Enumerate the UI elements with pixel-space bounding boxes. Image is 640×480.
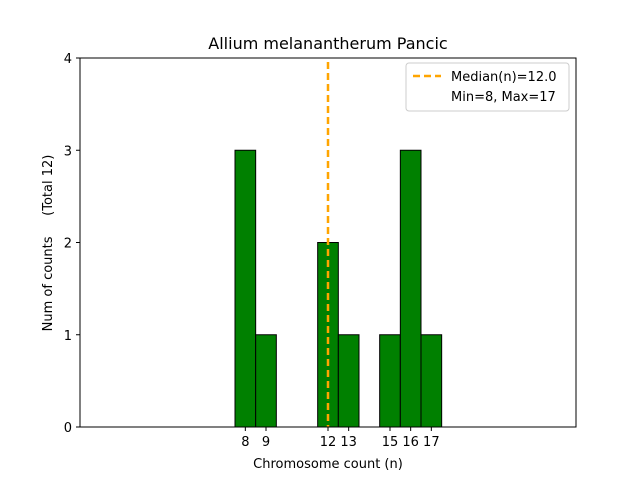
bar-17 [420, 334, 443, 428]
x-tick-label: 17 [423, 435, 440, 450]
bar-12 [317, 242, 339, 428]
bar-8 [234, 149, 257, 428]
bars-group [234, 149, 443, 428]
bar-16 [399, 149, 422, 428]
x-tick-label: 15 [382, 435, 399, 450]
x-tick-label: 16 [402, 435, 419, 450]
legend-range-label: Min=8, Max=17 [451, 90, 556, 105]
legend-box [405, 62, 570, 112]
x-axis-label: Chromosome count (n) [253, 457, 403, 472]
plot-frame [79, 57, 577, 428]
y-tick-label: 0 [64, 421, 72, 436]
y-tick-label: 4 [64, 52, 72, 67]
chart-title: Allium melanantherum Pancic [208, 34, 447, 53]
x-ticks-group: 8 9 12 13 15 16 17 [241, 427, 440, 450]
x-tick-label: 9 [262, 435, 270, 450]
bar-9 [255, 334, 277, 428]
x-tick-label: 13 [340, 435, 357, 450]
y-ticks-group: 0 1 2 3 4 [64, 52, 80, 436]
y-tick-label: 3 [64, 144, 72, 159]
y-tick-label: 2 [64, 237, 72, 252]
bar-15 [379, 334, 401, 428]
y-tick-label: 1 [64, 329, 72, 344]
y-axis-label: Num of counts (Total 12) [41, 155, 56, 332]
x-tick-label: 8 [241, 435, 249, 450]
bar-13 [337, 334, 360, 428]
legend-median-label: Median(n)=12.0 [451, 70, 557, 85]
legend: Median(n)=12.0 Min=8, Max=17 [405, 62, 570, 112]
x-tick-label: 12 [320, 435, 337, 450]
